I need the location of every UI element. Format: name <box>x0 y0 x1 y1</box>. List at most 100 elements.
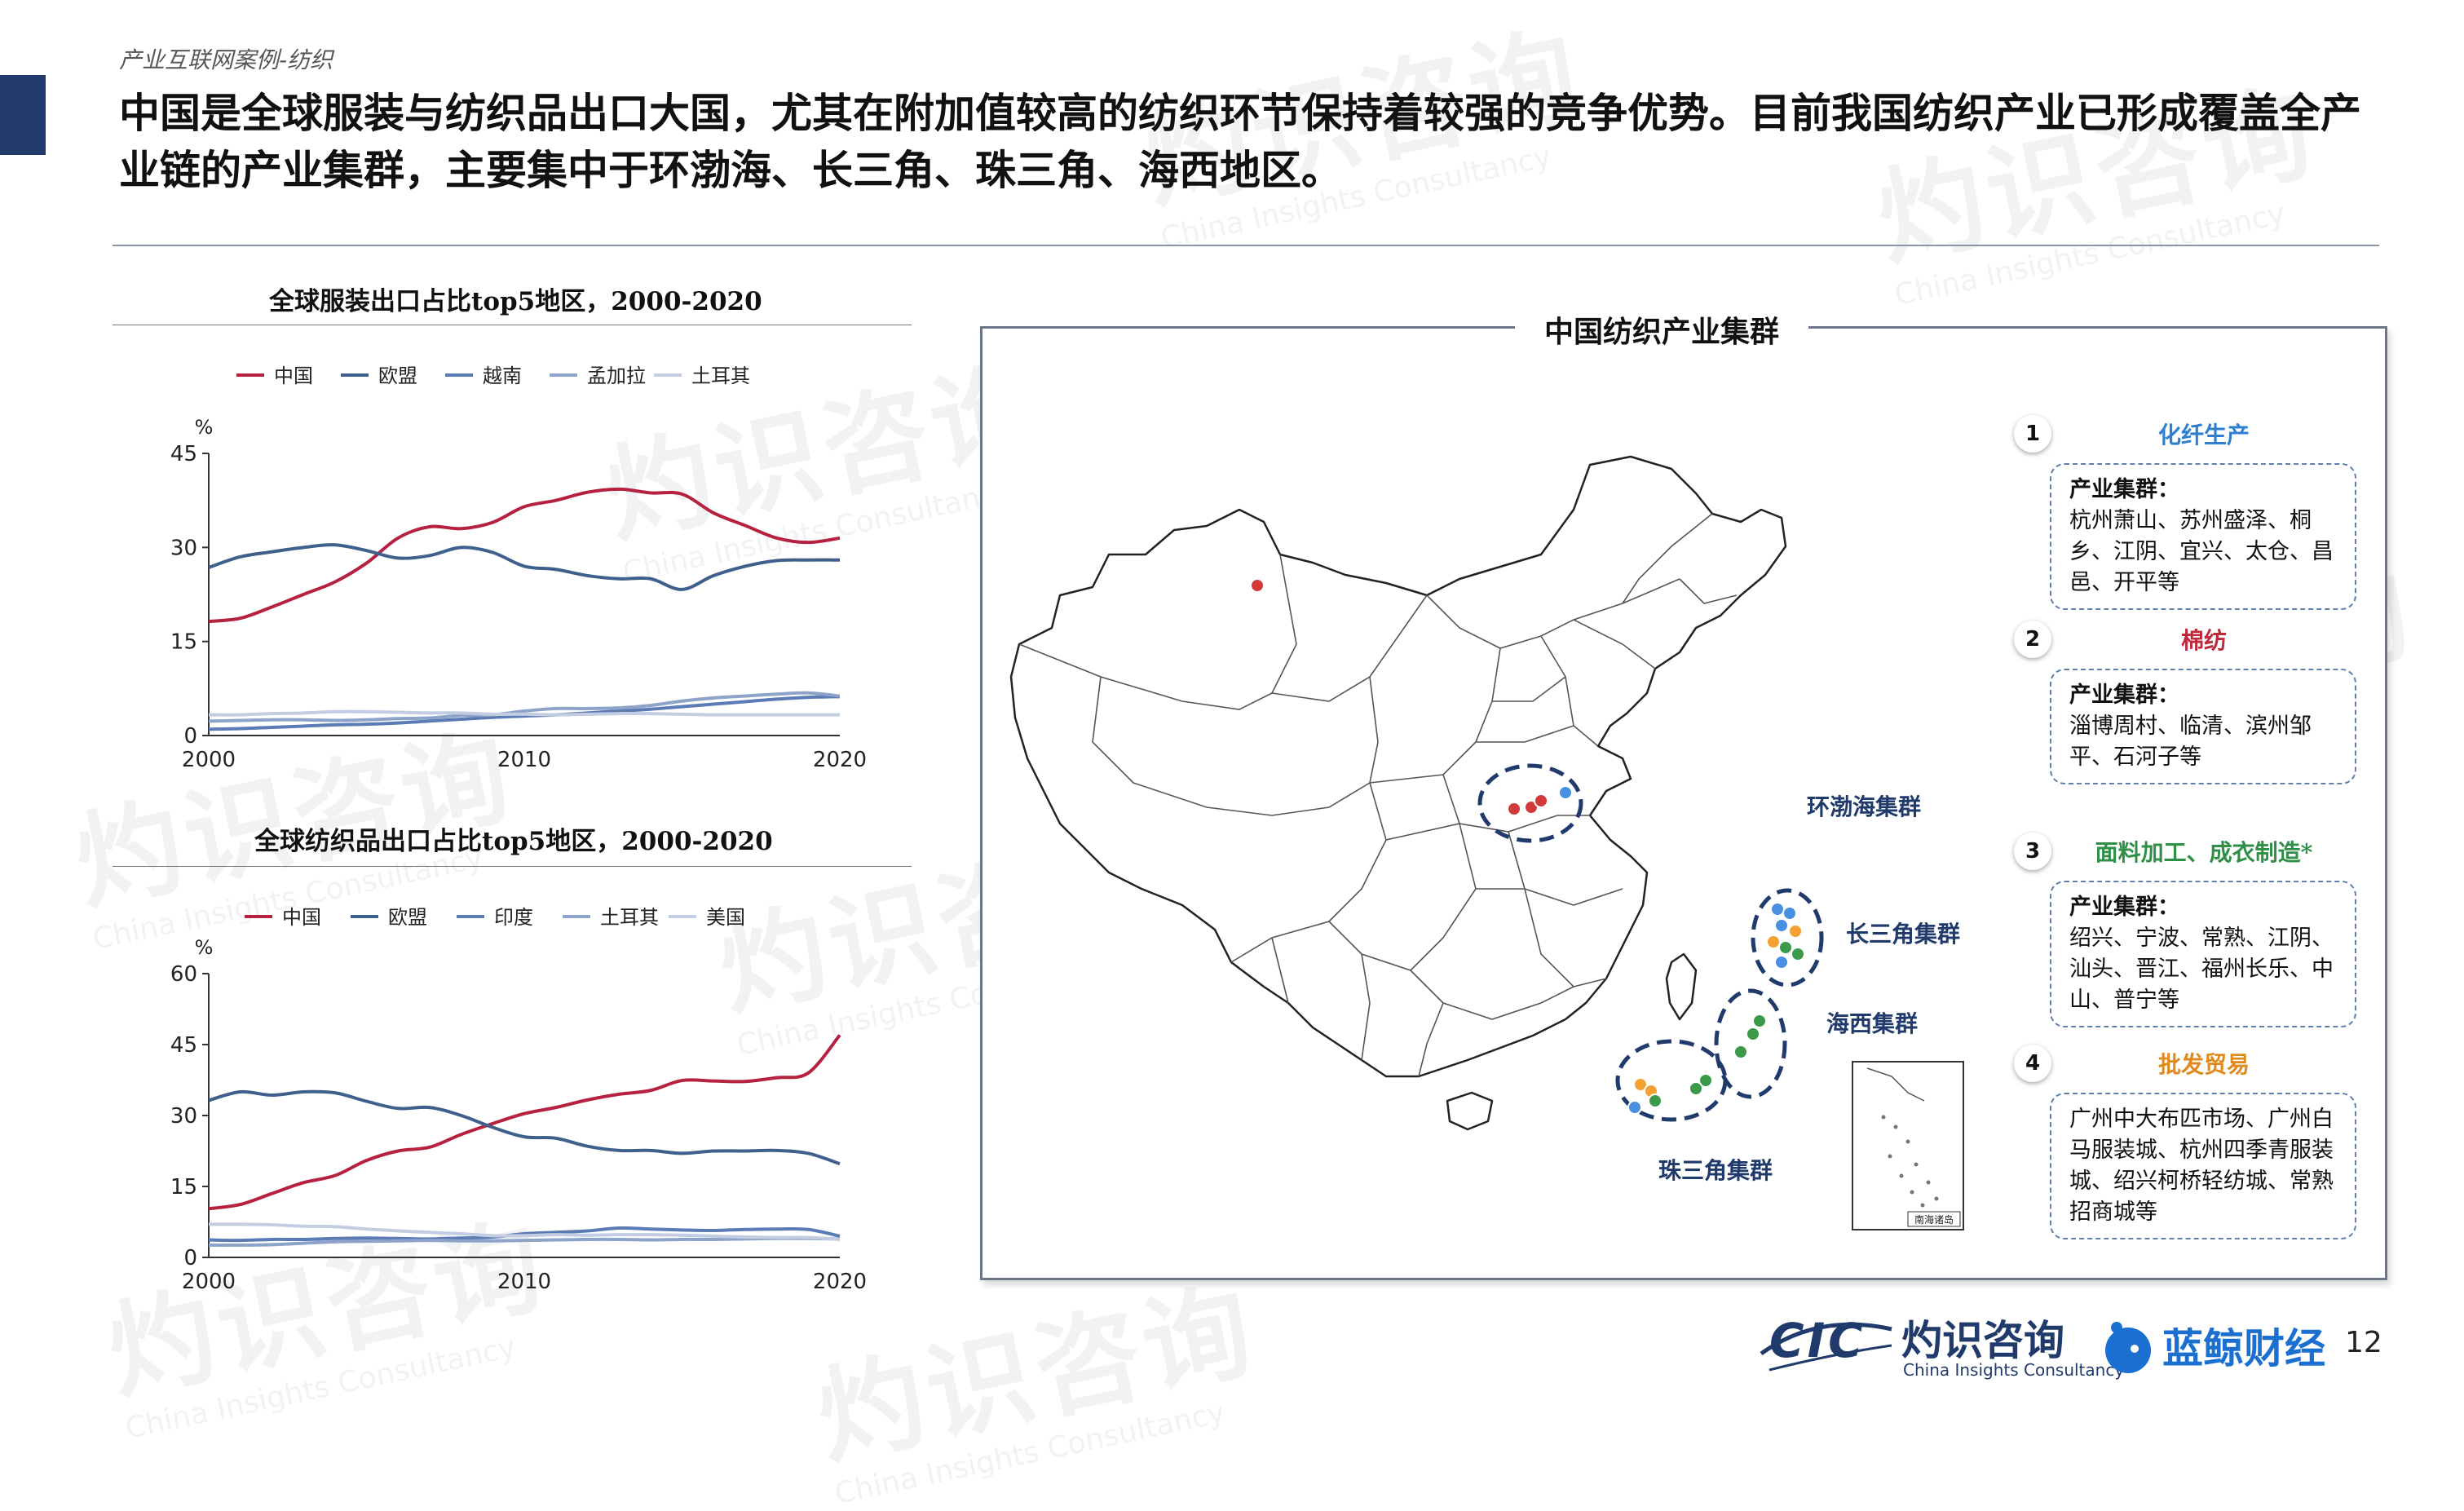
inset-label-box <box>1907 1211 1961 1227</box>
y-tick-label: 0 <box>183 1246 197 1270</box>
province-border <box>1679 578 1738 604</box>
category-subtitle: 产业集群： <box>2069 477 2179 502</box>
inset-island <box>1899 1173 1904 1178</box>
cluster-dot <box>1558 785 1573 800</box>
category-subtitle: 产业集群： <box>2069 895 2179 920</box>
y-tick-label: 45 <box>170 1033 197 1058</box>
province-border <box>1092 676 1371 816</box>
chart1-title: 全球服装出口占比top5地区，2000-2020 <box>269 287 762 316</box>
section-label: 产业互联网案例-纺织 <box>119 46 333 73</box>
y-axis-unit: % <box>195 936 214 959</box>
series-line <box>208 709 840 717</box>
inset-island <box>1934 1196 1939 1201</box>
headline: 中国是全球服装与纺织品出口大国，尤其在附加值较高的纺织环节保持着较强的竞争优势。… <box>119 89 2361 194</box>
category-text: 广州中大布匹市场、广州白马服装城、杭州四季青服装城、绍兴柯桥轻纺城、常熟招商城等 <box>2069 1107 2334 1225</box>
category-title: 棉纺 <box>2180 627 2227 654</box>
cluster-dot <box>1752 1014 1767 1028</box>
category-fiber: 1 化纤生产 产业集群： 杭州萧山、苏州盛泽、桐乡、江阴、宜兴、太仓、昌邑、开平… <box>2014 411 2356 610</box>
series-line <box>208 1034 841 1211</box>
legend-label: 中国 <box>282 906 321 929</box>
category-text: 淄博周村、临清、滨州邹平、石河子等 <box>2069 714 2312 770</box>
category-title: 批发贸易 <box>2157 1051 2250 1078</box>
category-number: 4 <box>2014 1045 2051 1082</box>
category-box: 产业集群： 淄博周村、临清、滨州邹平、石河子等 <box>2050 669 2356 784</box>
cluster-dot <box>1766 934 1781 949</box>
cluster-dot <box>1627 1100 1642 1115</box>
china-outline <box>1009 455 1787 1078</box>
series-line <box>208 487 841 624</box>
cic-logo-en: China Insights Consultancy <box>1903 1360 2125 1380</box>
province-border <box>1622 513 1713 604</box>
category-header: 4 批发贸易 <box>2014 1040 2356 1086</box>
cluster-label-haixi: 海西集群 <box>1826 1010 1919 1037</box>
cluster-dot <box>1778 940 1793 955</box>
y-tick-label: 15 <box>170 1175 197 1200</box>
cluster-dot <box>1791 947 1805 961</box>
category-number: 1 <box>2014 415 2051 453</box>
y-axis-unit: % <box>195 416 214 439</box>
legend-label: 美国 <box>706 906 745 929</box>
cluster-dot <box>1770 902 1785 917</box>
x-tick-label: 2000 <box>182 1270 236 1294</box>
inset-label: 南海诸岛 <box>1914 1213 1954 1226</box>
cluster-ring-haixi <box>1714 988 1787 1099</box>
partner-logo: 蓝鲸财经 <box>2162 1325 2325 1372</box>
province-border <box>1540 635 1599 747</box>
china-map <box>1009 455 1824 1131</box>
inset-coast <box>1866 1067 1925 1102</box>
hainan-island <box>1446 1091 1494 1131</box>
category-fabric: 3 面料加工、成衣制造* 产业集群： 绍兴、宁波、常熟、江阴、汕头、晋江、福州长… <box>2014 828 2356 1027</box>
y-tick-label: 0 <box>183 724 197 749</box>
legend-label: 欧盟 <box>378 364 417 387</box>
cluster-ring-bohai <box>1477 763 1583 843</box>
cluster-dot <box>1746 1027 1760 1041</box>
cluster-dot <box>1633 1077 1648 1092</box>
x-tick-label: 2020 <box>813 748 867 772</box>
cluster-label-bohai: 环渤海集群 <box>1807 793 1922 820</box>
y-tick-label: 15 <box>170 630 197 655</box>
province-border <box>1476 888 1607 987</box>
series-line <box>208 1222 841 1241</box>
province-border <box>1271 594 1428 702</box>
x-tick-label: 2010 <box>497 1270 551 1294</box>
cluster-dot <box>1507 802 1521 816</box>
category-number: 3 <box>2014 833 2051 870</box>
category-number: 2 <box>2014 621 2051 658</box>
cluster-label-yrd: 长三角集群 <box>1846 921 1961 948</box>
x-tick-label: 2020 <box>813 1270 867 1294</box>
province-border <box>1271 937 1289 1004</box>
cluster-dot <box>1648 1093 1663 1108</box>
inset-island <box>1926 1180 1931 1185</box>
header-divider <box>113 245 2379 246</box>
province-border <box>1361 953 1371 1061</box>
province-border <box>1230 676 1387 963</box>
province-border <box>1508 831 1623 906</box>
inset-island <box>1905 1139 1910 1144</box>
cic-logo-swoosh <box>1760 1322 1892 1372</box>
chart2-title: 全球纺织品出口占比top5地区，2000-2020 <box>254 827 773 856</box>
category-title: 面料加工、成衣制造* <box>2095 839 2313 866</box>
y-tick-label: 60 <box>170 962 197 987</box>
province-border <box>1418 1002 1444 1077</box>
legend-label: 印度 <box>494 906 533 929</box>
legend-label: 中国 <box>274 364 313 387</box>
province-border <box>1476 725 1574 743</box>
inset-island <box>1910 1190 1914 1195</box>
taiwan-island <box>1665 952 1698 1021</box>
series-line <box>208 1226 841 1243</box>
category-box: 产业集群： 绍兴、宁波、常熟、江阴、汕头、晋江、福州长乐、中山、普宁等 <box>2050 881 2356 1027</box>
cic-logo: CIC <box>1769 1313 1866 1368</box>
cluster-dot <box>1250 578 1265 593</box>
legend-label: 欧盟 <box>388 906 427 929</box>
inset-island <box>1893 1124 1898 1129</box>
whale-logo-icon <box>2105 1322 2151 1373</box>
cic-logo-cn: 灼识咨询 <box>1901 1317 2064 1364</box>
legend-label: 孟加拉 <box>587 364 646 387</box>
cluster-dot <box>1788 924 1803 939</box>
textile-export-chart: 中国 欧盟 印度 土耳其 美国% 0 15 30 45 60 2000 2010 2020 <box>170 906 867 1294</box>
cluster-dot <box>1774 918 1789 933</box>
category-wholesale: 4 批发贸易 广州中大布匹市场、广州白马服装城、杭州四季青服装城、绍兴柯桥轻纺城… <box>2014 1040 2356 1239</box>
inset-island <box>1920 1203 1925 1208</box>
province-border <box>1573 619 1656 669</box>
category-header: 3 面料加工、成衣制造* <box>2014 828 2356 874</box>
